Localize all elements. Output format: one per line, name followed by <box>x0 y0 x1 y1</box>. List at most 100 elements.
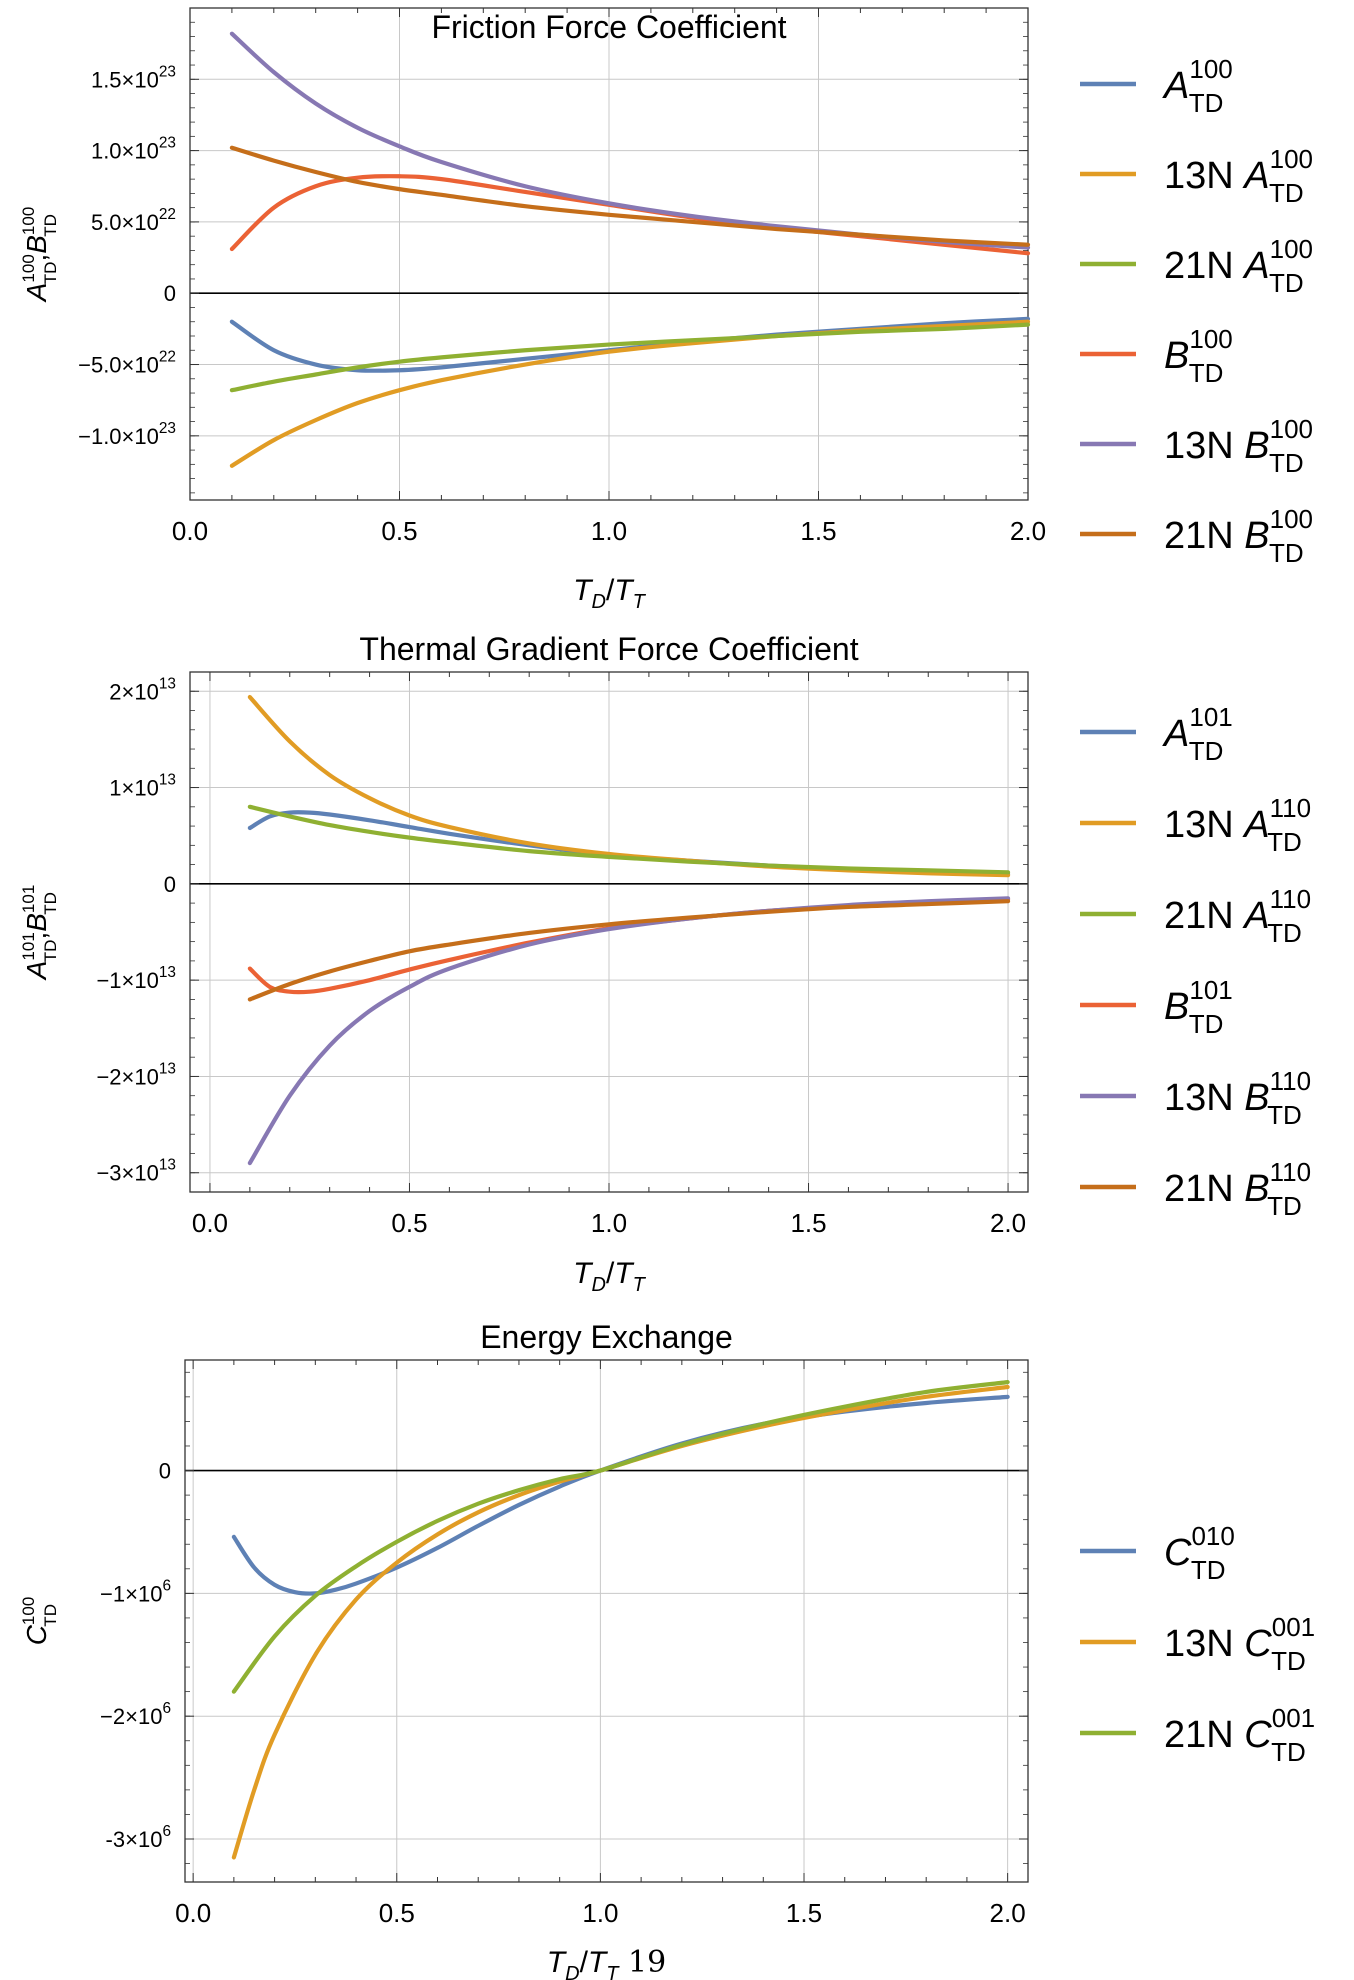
x-label-symbol: T <box>614 1257 635 1290</box>
legend-label: 21N B100 TD <box>1164 504 1313 568</box>
x-label-subscript: D <box>591 591 605 613</box>
legend-entry: A101 TD <box>1080 702 1233 766</box>
legend-prefix: 13N <box>1164 1623 1244 1665</box>
y-tick-times: ×10 <box>125 1581 162 1606</box>
y-tick-label: −5.0×1022 <box>78 349 176 378</box>
series-line-3 <box>247 804 1011 875</box>
y-tick-exponent: 13 <box>159 1157 176 1174</box>
y-tick-exponent: 6 <box>162 1823 171 1840</box>
chart-title: Thermal Gradient Force Coefficient <box>359 631 858 667</box>
x-tick-label: 2.0 <box>990 1898 1026 1928</box>
legend-subscript: TD <box>1191 1555 1226 1585</box>
series-line-4 <box>247 897 1011 995</box>
legend-symbol: C <box>1164 1532 1192 1574</box>
legend-superscript: 001 <box>1272 1612 1315 1642</box>
legend-entry: B100 TD <box>1080 324 1233 388</box>
series-line-2 <box>231 1384 1010 1860</box>
legend-subscript: TD <box>1267 827 1302 857</box>
y-axis-label: C100 TD <box>19 1597 60 1646</box>
y-tick-label: 1.0×1023 <box>91 135 176 164</box>
y-tick-label: −2×106 <box>100 1700 171 1729</box>
legend-entry: 13N C001 TD <box>1080 1612 1315 1676</box>
legend-entry: 21N B110 TD <box>1080 1157 1311 1221</box>
legend-subscript: TD <box>1269 178 1304 208</box>
legend-superscript: 110 <box>1270 884 1311 914</box>
y-label-separator: , <box>21 932 52 940</box>
legend-prefix: 21N <box>1164 895 1244 937</box>
y-tick-mantissa: −1 <box>96 968 121 993</box>
x-tick-label: 2.0 <box>990 1208 1026 1238</box>
legend-superscript: 110 <box>1270 1157 1311 1187</box>
legend-subscript: TD <box>1267 1191 1302 1221</box>
y-tick-mantissa: 5.0 <box>91 210 122 235</box>
y-tick-exponent: 13 <box>159 1060 176 1077</box>
y-tick-mantissa: 1.5 <box>91 67 122 92</box>
legend-prefix: 21N <box>1164 245 1244 287</box>
legend-superscript: 100 <box>1189 54 1232 84</box>
x-tick-label: 1.5 <box>786 1898 822 1928</box>
y-label-symbol: B <box>21 235 52 254</box>
legend-superscript: 100 <box>1270 234 1313 264</box>
y-tick-label: −1×1013 <box>96 964 176 993</box>
legend-entry: 21N B100 TD <box>1080 504 1313 568</box>
legend-prefix: 13N <box>1164 155 1244 197</box>
x-tick-label: 1.0 <box>591 516 627 546</box>
y-label-superscript: 101 <box>19 932 38 960</box>
legend-superscript: 101 <box>1189 975 1232 1005</box>
legend-label: 21N C001 TD <box>1164 1703 1315 1767</box>
y-tick-label: −2×1013 <box>96 1060 176 1089</box>
y-tick-mantissa: 2 <box>109 679 121 704</box>
chart-title: Friction Force Coefficient <box>431 9 786 45</box>
y-label-symbol: C <box>21 1624 52 1645</box>
y-tick-times: ×10 <box>122 776 159 801</box>
y-tick-label: −1×106 <box>100 1577 171 1606</box>
x-tick-label: 0.0 <box>192 1208 228 1238</box>
legend-subscript: TD <box>1189 736 1224 766</box>
y-tick-mantissa: 1.0 <box>91 139 122 164</box>
y-tick-times: ×10 <box>122 679 159 704</box>
y-tick-exponent: 23 <box>159 420 176 437</box>
y-tick-mantissa: 0 <box>159 1459 171 1484</box>
y-tick-label: −1.0×1023 <box>78 420 176 449</box>
y-tick-mantissa: −1 <box>100 1581 125 1606</box>
y-axis-label: A100 TD,B100 TD <box>19 207 60 304</box>
legend-entry: 21N C001 TD <box>1080 1703 1315 1767</box>
legend-superscript: 010 <box>1191 1521 1234 1551</box>
legend-symbol: B <box>1244 515 1269 557</box>
legend-symbol: A <box>1242 245 1269 287</box>
legend-subscript: TD <box>1271 1646 1306 1676</box>
y-tick-mantissa: -3 <box>106 1827 126 1852</box>
y-label-superscript: 100 <box>19 1597 38 1625</box>
legend-symbol: B <box>1164 986 1189 1028</box>
legend-subscript: TD <box>1269 538 1304 568</box>
y-label-symbol: B <box>21 913 52 932</box>
series-line-3 <box>229 322 1031 393</box>
legend-superscript: 110 <box>1270 793 1311 823</box>
y-axis-label: A101 TD,B101 TD <box>19 885 60 982</box>
x-label-symbol: T <box>573 574 594 607</box>
y-tick-label: 0 <box>159 1459 171 1484</box>
x-label-slash: / <box>580 1946 589 1979</box>
x-axis-label: TD/TT <box>573 1257 646 1296</box>
legend-entry: 13N B100 TD <box>1080 414 1313 478</box>
x-label-subscript: D <box>591 1274 605 1296</box>
legend-label: 13N A110 TD <box>1164 793 1311 857</box>
series-line-3 <box>231 1380 1010 1694</box>
y-tick-exponent: 6 <box>162 1700 171 1717</box>
x-tick-label: 0.0 <box>175 1898 211 1928</box>
legend-entry: 13N A100 TD <box>1080 144 1313 208</box>
chart-3: 0.0 0.5 1.0 1.5 2.00−1×106−2×106-3×106Energy… <box>19 1319 1315 1980</box>
legend-entry: 21N A100 TD <box>1080 234 1313 298</box>
x-tick-label: 0.0 <box>172 516 208 546</box>
plot-frame <box>184 1359 1029 1883</box>
legend-symbol: A <box>1242 895 1269 937</box>
legend-prefix: 13N <box>1164 425 1244 467</box>
y-tick-mantissa: −2 <box>100 1704 125 1729</box>
y-tick-mantissa: −3 <box>96 1161 121 1186</box>
legend-symbol: A <box>1242 155 1269 197</box>
y-tick-label: 0 <box>164 281 176 306</box>
y-tick-label: 1×1013 <box>109 772 176 801</box>
y-tick-label: 0 <box>164 872 176 897</box>
y-tick-times: ×10 <box>125 1704 162 1729</box>
legend-entry: 13N B110 TD <box>1080 1066 1311 1130</box>
